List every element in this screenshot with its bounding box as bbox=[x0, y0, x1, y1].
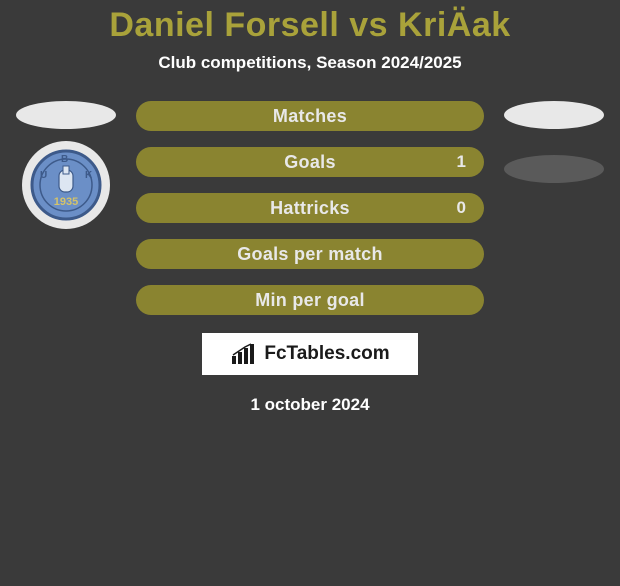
bar-label: Goals per match bbox=[237, 244, 383, 265]
right-column bbox=[504, 101, 604, 183]
bars-column: Matches Goals 1 Hattricks 0 Goals per ma… bbox=[136, 101, 484, 315]
brand-text: FcTables.com bbox=[264, 343, 389, 365]
bar-value: 0 bbox=[457, 198, 466, 218]
right-player-oval bbox=[504, 101, 604, 129]
svg-text:1935: 1935 bbox=[54, 196, 78, 208]
bar-matches: Matches bbox=[136, 101, 484, 131]
club-badge-icon: U K B 1935 bbox=[29, 148, 103, 222]
date-text: 1 october 2024 bbox=[10, 395, 610, 415]
comparison-layout: U K B 1935 Matches Goals 1 Hattricks 0 bbox=[10, 101, 610, 315]
brand-bars-icon bbox=[230, 342, 258, 366]
brand-box: FcTables.com bbox=[202, 333, 418, 375]
bar-value: 1 bbox=[457, 152, 466, 172]
bar-label: Matches bbox=[273, 106, 347, 127]
page-title: Daniel Forsell vs KriÄak bbox=[10, 6, 610, 45]
svg-text:K: K bbox=[85, 170, 93, 181]
subtitle: Club competitions, Season 2024/2025 bbox=[10, 53, 610, 73]
svg-text:U: U bbox=[40, 170, 47, 181]
bar-hattricks: Hattricks 0 bbox=[136, 193, 484, 223]
bar-label: Goals bbox=[284, 152, 336, 173]
bar-label: Hattricks bbox=[270, 198, 350, 219]
club-badge: U K B 1935 bbox=[22, 141, 110, 229]
bar-goals: Goals 1 bbox=[136, 147, 484, 177]
left-column: U K B 1935 bbox=[16, 101, 116, 229]
bar-goals-per-match: Goals per match bbox=[136, 239, 484, 269]
bar-label: Min per goal bbox=[255, 290, 365, 311]
left-player-oval bbox=[16, 101, 116, 129]
bar-min-per-goal: Min per goal bbox=[136, 285, 484, 315]
right-mid-oval bbox=[504, 155, 604, 183]
svg-text:B: B bbox=[61, 154, 68, 165]
